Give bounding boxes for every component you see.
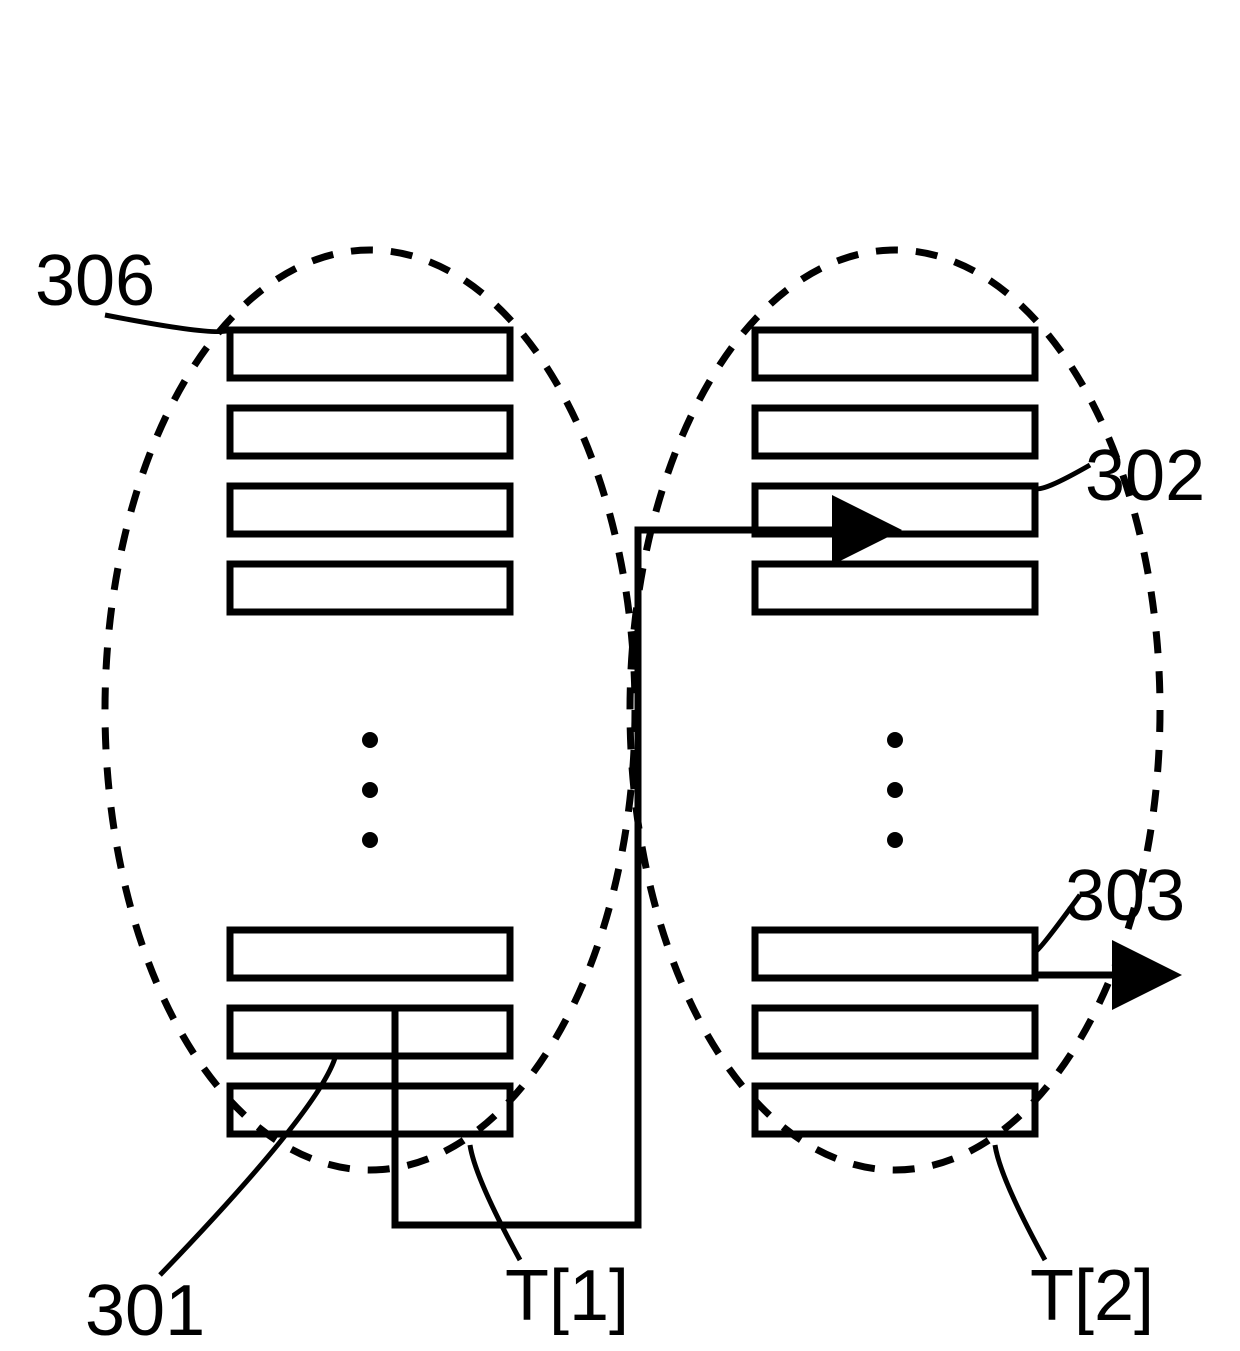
- label-text: 303: [1065, 856, 1185, 936]
- group_1-topbar-3: [230, 564, 510, 612]
- group_2-bottombar-1: [755, 1008, 1035, 1056]
- label-text: 302: [1085, 436, 1205, 516]
- group_2-topbar-1: [755, 408, 1035, 456]
- callout-leader: [470, 1145, 520, 1260]
- ellipsis-dot: [887, 782, 903, 798]
- group-ellipse: [630, 250, 1160, 1170]
- group_2-bottombar-2: [755, 1086, 1035, 1134]
- group_1-bottombar-2: [230, 1086, 510, 1134]
- ellipsis-dot: [362, 732, 378, 748]
- ellipsis-dot: [887, 732, 903, 748]
- group_2-topbar-0: [755, 330, 1035, 378]
- group_1-topbar-2: [230, 486, 510, 534]
- label-text: 301: [85, 1271, 205, 1351]
- label-text: T[1]: [505, 1256, 629, 1336]
- group_2-bottombar-0: [755, 930, 1035, 978]
- group_1-topbar-1: [230, 408, 510, 456]
- group_2-topbar-3: [755, 564, 1035, 612]
- ellipsis-dot: [362, 782, 378, 798]
- group_1-bottombar-0: [230, 930, 510, 978]
- label-text: T[2]: [1030, 1256, 1154, 1336]
- diagram-canvas: T[1] 306 301 T[2] 302 303: [0, 0, 1240, 1351]
- label-text: 306: [35, 241, 155, 321]
- ellipsis-dot: [362, 832, 378, 848]
- group_1-topbar-0: [230, 330, 510, 378]
- group-ellipse: [105, 250, 635, 1170]
- inter-group-arrow: [395, 530, 895, 1225]
- callout-leader: [995, 1145, 1045, 1260]
- group_1-bottombar-1: [230, 1008, 510, 1056]
- callout-leader: [1035, 465, 1090, 489]
- ellipsis-dot: [887, 832, 903, 848]
- callout-leader: [160, 1058, 335, 1275]
